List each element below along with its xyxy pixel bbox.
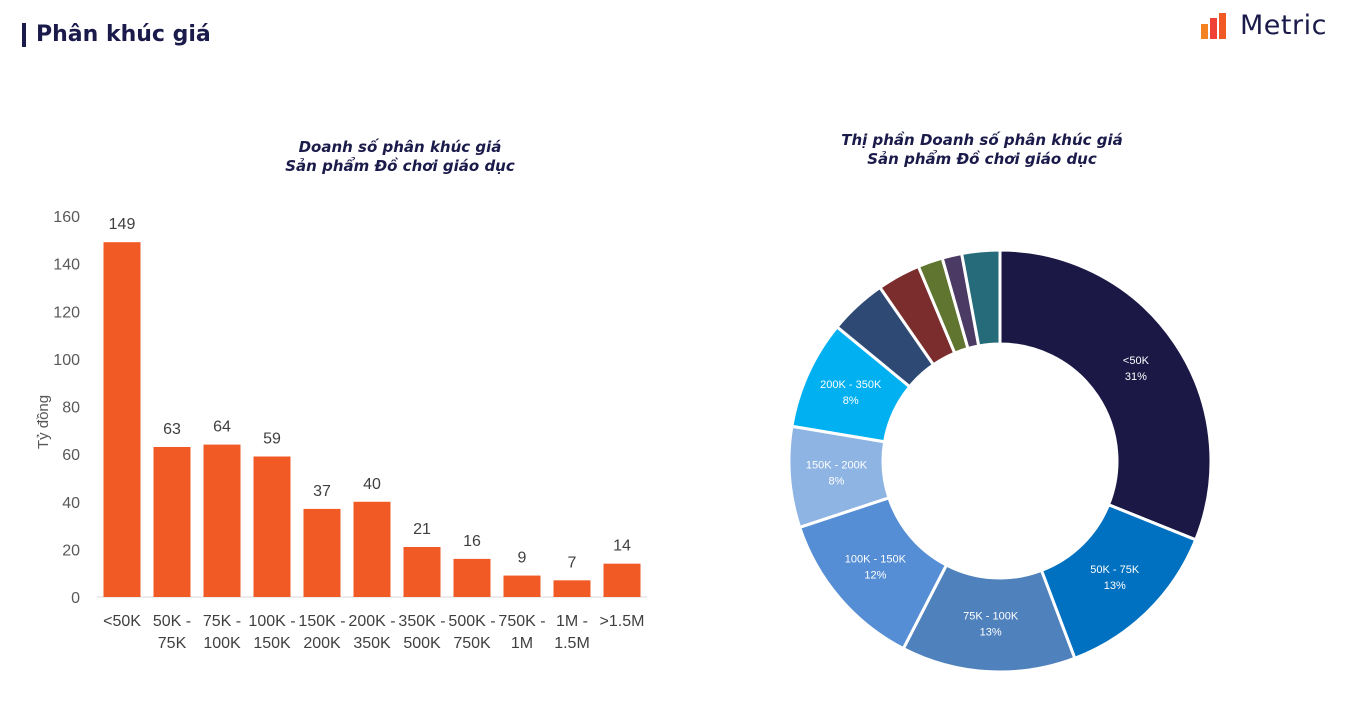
bar-value-label: 59 (263, 431, 281, 448)
x-tick-label: >1.5M (600, 613, 645, 630)
bar-chart-title: Doanh số phân khúc giá Sản phẩm Đồ chơi … (200, 138, 600, 176)
donut-slices (787, 248, 1213, 674)
bar-data-labels: 149 63 64 59 37 40 21 16 9 7 14 (109, 216, 631, 571)
logo: Metric (1200, 10, 1327, 41)
bar (553, 580, 591, 597)
y-tick-label: 20 (62, 542, 80, 559)
metric-logo-icon (1201, 12, 1226, 39)
x-tick-label: 1M -1.5M (554, 613, 590, 652)
bar-value-label: 37 (313, 483, 331, 500)
bar-value-label: 9 (518, 550, 527, 567)
donut-slice-label: 75K - 100K 13% (963, 611, 1019, 639)
bar-value-label: 149 (109, 216, 136, 233)
donut-chart: <50K 31% 50K - 75K 13% 75K - 100K 13% 100K - 1… (787, 248, 1213, 674)
bar (303, 508, 341, 597)
donut-slice-label: 150K - 200K 8% (806, 460, 868, 488)
x-tick-label: 500K -750K (448, 613, 495, 652)
donut-slice-label: 200K - 350K 8% (820, 379, 882, 407)
x-tick-label: <50K (103, 613, 141, 630)
bar-value-label: 14 (613, 538, 631, 555)
y-axis-label: Tỷ đồng (35, 395, 52, 449)
y-tick-label: 40 (62, 495, 80, 512)
bar-chart-title-line2: Sản phẩm Đồ chơi giáo dục (285, 157, 515, 175)
bars (103, 242, 641, 597)
x-tick-label: 750K -1M (498, 613, 545, 652)
x-tick-label: 150K -200K (298, 613, 345, 652)
bar (403, 546, 441, 597)
bar-value-label: 16 (463, 533, 481, 550)
bar (203, 444, 241, 597)
donut-slice-labels: <50K 31% 50K - 75K 13% 75K - 100K 13% 100K - 1… (806, 355, 1150, 639)
donut-chart-title: Thị phần Doanh số phân khúc giá Sản phẩm… (782, 131, 1182, 169)
donut-slice (998, 248, 1213, 542)
bar-value-label: 40 (363, 476, 381, 493)
donut-slice (959, 248, 1002, 348)
y-tick-label: 100 (53, 352, 80, 369)
bar-value-label: 21 (413, 521, 431, 538)
y-tick-label: 80 (62, 400, 80, 417)
x-tick-label: 350K -500K (398, 613, 445, 652)
bar (103, 242, 141, 597)
page-title: Phân khúc giá (22, 22, 211, 47)
donut-chart-title-line1: Thị phần Doanh số phân khúc giá (841, 131, 1123, 149)
bar-value-label: 7 (568, 554, 577, 571)
bar (453, 558, 491, 597)
bar-value-label: 63 (163, 421, 181, 438)
y-tick-label: 140 (53, 257, 80, 274)
y-tick-label: 60 (62, 447, 80, 464)
y-tick-labels: 0 20 40 60 80 100 120 140 160 (53, 209, 80, 607)
bar (253, 456, 291, 597)
x-tick-label: 100K -150K (248, 613, 295, 652)
bar-chart-title-line1: Doanh số phân khúc giá (298, 138, 502, 156)
page-title-text: Phân khúc giá (36, 22, 211, 47)
donut-chart-title-line2: Sản phẩm Đồ chơi giáo dục (867, 150, 1097, 168)
x-tick-label: 75K -100K (203, 613, 241, 652)
title-accent-bar (22, 22, 26, 47)
bar (503, 575, 541, 597)
donut-slice-label: 50K - 75K 13% (1090, 564, 1140, 592)
y-tick-label: 120 (53, 304, 80, 321)
x-tick-label: 50K -75K (153, 613, 191, 652)
bar (153, 446, 191, 597)
bar (353, 501, 391, 597)
donut-slice-label: <50K 31% (1123, 355, 1150, 383)
y-tick-label: 160 (53, 209, 80, 226)
bar-value-label: 64 (213, 419, 231, 436)
logo-text: Metric (1240, 10, 1327, 41)
bar (603, 563, 641, 597)
donut-slice-label: 100K - 150K 12% (845, 554, 907, 582)
x-tick-label: 200K -350K (348, 613, 395, 652)
y-tick-label: 0 (71, 590, 80, 607)
